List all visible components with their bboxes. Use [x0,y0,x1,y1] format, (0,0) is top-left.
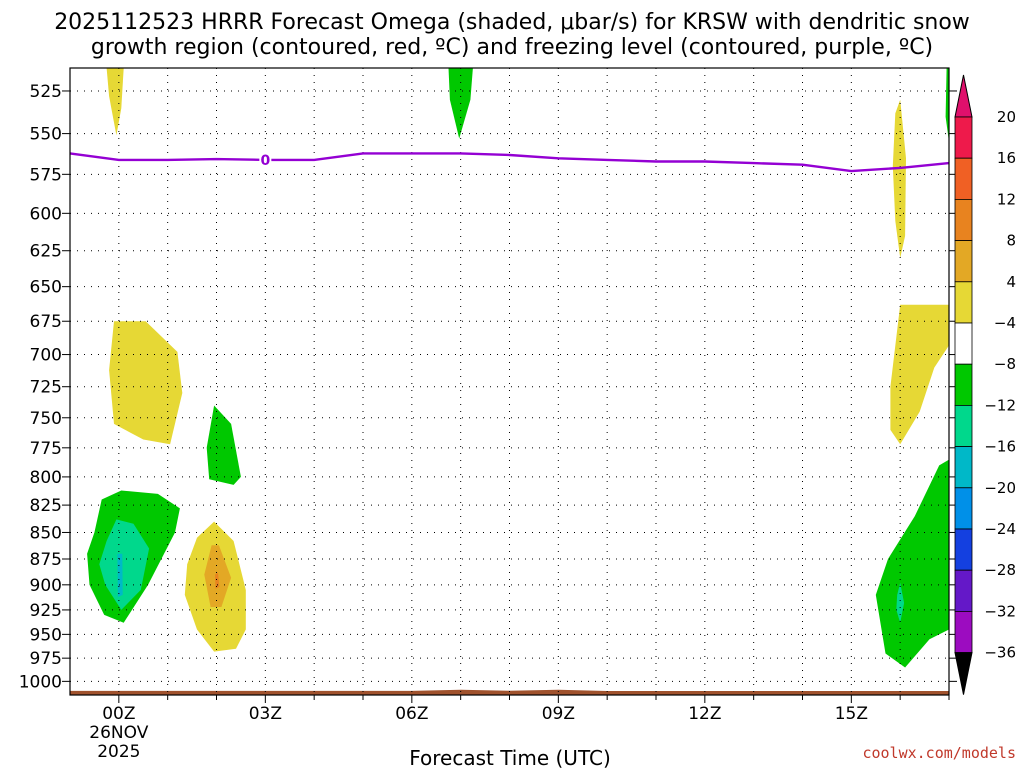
y-tick-label-700: 700 [30,346,62,366]
colorbar-label-10: −24 [984,520,1016,538]
y-tick-label-1000: 1000 [19,672,62,692]
colorbar-label-8: −16 [984,438,1016,456]
y-tick-label-825: 825 [30,496,62,516]
omega-region-0 [106,68,124,136]
colorbar-box-2 [954,198,973,241]
y-tick-label-975: 975 [30,649,62,669]
colorbar-label-12: −32 [984,602,1016,620]
colorbar-box-12 [954,611,973,654]
colorbar-box-1 [954,157,973,200]
y-tick-label-950: 950 [30,625,62,645]
x-tick-label-3: 03Z [249,704,282,724]
freezing-level-line [69,152,950,173]
x-tick-label-12: 12Z [688,704,721,724]
y-axis-pressure: 525 550 575 600 625 650 675 700 725 750 775 800 825 8… [19,82,957,692]
freezing-level-label-bg [259,151,272,168]
y-tick-label-575: 575 [30,165,62,185]
colorbar-arrow-top [954,74,973,118]
colorbar-label-11: −28 [984,561,1016,579]
y-tick-label-750: 750 [30,409,62,429]
omega-region-9 [215,572,220,589]
y-tick-label-625: 625 [30,242,62,262]
x-tick-label-6: 06Z [395,704,428,724]
chart-title-line2: growth region (contoured, red, ºC) and f… [91,35,933,60]
colorbar-label-2: 12 [997,190,1016,208]
y-tick-label-600: 600 [30,204,62,224]
colorbar-box-6 [954,363,973,406]
y-tick-label-875: 875 [30,550,62,570]
colorbar-box-0 [954,116,973,159]
omega-shading-layer [70,68,949,695]
omega-region-3 [206,405,241,485]
colorbar-box-3 [954,240,973,283]
y-tick-label-525: 525 [30,82,62,102]
y-tick-label-725: 725 [30,378,62,398]
colorbar-box-7 [954,404,973,447]
colorbar-box-4 [954,281,973,324]
credit-text[interactable]: coolwx.com/models [862,744,1016,762]
freezing-level-label: 0 [260,153,270,169]
omega-region-13 [875,459,949,668]
y-tick-label-775: 775 [30,439,62,459]
colorbar-arrow-bottom [954,652,973,695]
omega-region-14 [896,582,905,623]
omega-region-6 [117,553,123,597]
omega-region-12 [945,68,949,142]
y-tick-label-800: 800 [30,468,62,488]
omega-region-2 [109,321,183,445]
terrain-strip [70,689,949,695]
chart-title-line1: 2025112523 HRRR Forecast Omega (shaded, … [54,10,970,35]
contour-layer: 0 [69,151,950,173]
colorbar: 20 16 12 8 4 −4 −8 −12 −16 −20 −24 −28 −32 −36 [954,74,1016,695]
colorbar-label-7: −12 [984,396,1016,414]
colorbar-label-3: 8 [1006,232,1016,250]
x-tick-year-0: 2025 [97,742,140,762]
colorbar-box-8 [954,446,973,489]
x-tick-date-0: 26NOV [89,723,148,743]
y-tick-label-650: 650 [30,278,62,298]
y-tick-label-900: 900 [30,576,62,596]
colorbar-label-6: −8 [994,355,1016,373]
colorbar-box-9 [954,487,973,530]
colorbar-label-13: −36 [984,644,1016,662]
colorbar-box-11 [954,569,973,612]
y-tick-label-550: 550 [30,125,62,145]
colorbar-label-1: 16 [997,149,1016,167]
omega-region-5 [99,519,150,610]
y-tick-label-925: 925 [30,601,62,621]
x-tick-label-9: 09Z [542,704,575,724]
x-tick-label-15: 15Z [835,704,868,724]
colorbar-label-4: 4 [1006,273,1016,291]
colorbar-label-5: −4 [994,314,1016,332]
colorbar-box-10 [954,528,973,571]
y-tick-label-850: 850 [30,523,62,543]
y-tick-label-675: 675 [30,312,62,332]
colorbar-label-0: 20 [997,108,1016,126]
omega-region-10 [892,99,906,258]
x-axis-label: Forecast Time (UTC) [409,746,611,768]
x-tick-label-0: 00Z [102,704,135,724]
colorbar-label-9: −20 [984,479,1016,497]
omega-region-11 [890,304,949,445]
colorbar-box-5 [954,322,973,365]
